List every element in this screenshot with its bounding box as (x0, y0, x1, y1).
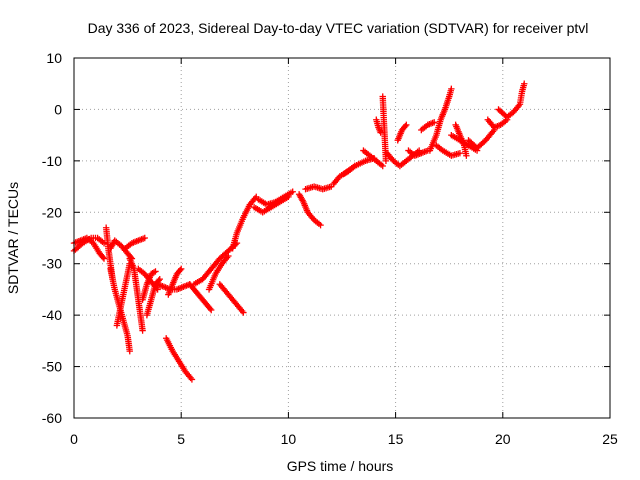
data-point (489, 128, 497, 135)
data-point (139, 327, 146, 334)
data-point (206, 305, 214, 312)
x-tick-label: 15 (388, 431, 404, 447)
data-point (156, 275, 163, 283)
data-point (208, 306, 215, 314)
data-point (126, 347, 133, 355)
axis-ticks: 0 5 10 15 20 25 -60 -50 -40 -30 -20 -10 0 10 (42, 50, 618, 447)
data-point (430, 119, 438, 126)
x-axis-label: GPS time / hours (287, 458, 394, 474)
data-point (379, 162, 386, 170)
y-axis-label: SDTVAR / TECUs (5, 182, 21, 294)
y-tick-label: -40 (42, 307, 62, 323)
grid (74, 58, 610, 418)
data-point (225, 252, 232, 260)
x-tick-label: 25 (602, 431, 618, 447)
data-point (150, 269, 158, 276)
x-tick-label: 20 (495, 431, 511, 447)
y-tick-label: 10 (46, 50, 62, 66)
plot-frame (73, 57, 611, 419)
data-point (448, 85, 455, 93)
data-point (403, 121, 410, 129)
chart-title: Day 336 of 2023, Sidereal Day-to-day VTE… (88, 20, 589, 36)
data-point (100, 239, 108, 247)
data-point (240, 309, 247, 316)
data-points (70, 80, 528, 383)
x-tick-label: 5 (177, 431, 185, 447)
y-tick-label: -30 (42, 256, 62, 272)
data-point (463, 152, 470, 159)
data-point (317, 221, 324, 229)
x-tick-label: 0 (70, 431, 78, 447)
data-point (176, 266, 184, 274)
data-point (178, 265, 185, 273)
data-point (402, 122, 409, 130)
data-point (152, 268, 159, 275)
data-point (382, 157, 390, 165)
data-point (289, 188, 296, 195)
y-tick-label: -20 (42, 204, 62, 220)
y-tick-label: -50 (42, 359, 62, 375)
y-tick-label: -10 (42, 153, 62, 169)
y-tick-label: -60 (42, 410, 62, 426)
x-tick-label: 10 (281, 431, 297, 447)
data-point (141, 234, 148, 242)
data-point (188, 376, 196, 383)
data-point (100, 255, 108, 262)
y-tick-label: 0 (54, 101, 62, 117)
data-point (456, 149, 464, 157)
data-point (99, 254, 107, 261)
data-point (521, 80, 528, 87)
